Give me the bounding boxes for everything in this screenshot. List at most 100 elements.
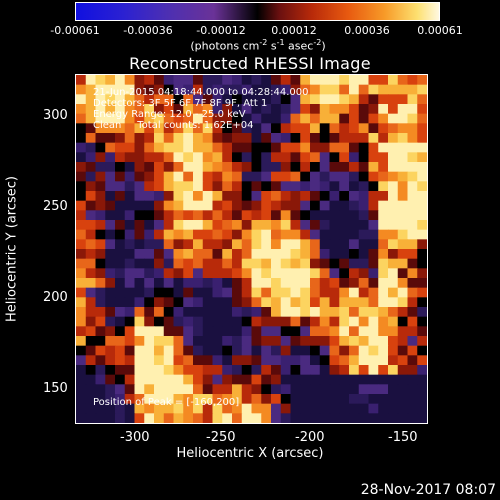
heat-cell	[95, 316, 106, 327]
heat-cell	[144, 181, 155, 192]
heat-cell	[144, 171, 155, 182]
heat-cell	[378, 413, 389, 423]
heat-cell	[368, 84, 379, 95]
heat-cell	[271, 345, 282, 356]
heat-cell	[417, 278, 427, 289]
heat-cell	[222, 84, 233, 95]
heat-cell	[368, 336, 379, 347]
heat-cell	[339, 268, 350, 279]
heat-cell	[163, 297, 175, 308]
heat-cell	[310, 84, 321, 95]
heat-cell	[115, 297, 126, 308]
heat-cell	[261, 220, 272, 231]
heat-cell	[261, 210, 272, 221]
heat-cell	[290, 210, 301, 221]
heat-cell	[319, 316, 331, 327]
heat-cell	[212, 84, 223, 95]
heat-cell	[300, 394, 311, 405]
heat-cell	[202, 181, 214, 192]
heat-cell	[163, 326, 175, 337]
heat-cell	[290, 365, 301, 376]
heat-cell	[134, 336, 145, 347]
heat-cell	[202, 316, 214, 327]
heat-cell	[368, 113, 379, 124]
heat-cell	[349, 345, 360, 356]
heat-cell	[85, 75, 97, 86]
heat-cell	[202, 413, 214, 423]
heat-cell	[329, 94, 340, 105]
heat-cell	[329, 394, 340, 405]
heat-cell	[368, 413, 379, 423]
heat-cell	[183, 403, 194, 414]
heat-cell	[261, 171, 272, 182]
heat-cell	[271, 394, 282, 405]
heat-cell	[339, 220, 350, 231]
heat-cell	[280, 191, 292, 202]
heat-cell	[290, 403, 301, 414]
heat-cell	[124, 258, 136, 269]
heat-cell	[173, 345, 184, 356]
heat-cell	[76, 123, 87, 134]
heat-cell	[134, 403, 145, 414]
heat-cell	[154, 162, 165, 173]
heat-cell	[232, 278, 243, 289]
heat-cell	[339, 104, 350, 115]
heat-cell	[105, 220, 116, 231]
clean-counts-label: Clean Total counts: 1.62E+04	[93, 120, 254, 131]
colorbar-units: (photons cm-2 s-1 asec-2)	[190, 38, 326, 53]
heat-cell	[300, 75, 311, 86]
heat-cell	[193, 162, 204, 173]
heat-cell	[280, 239, 292, 250]
heat-cell	[251, 200, 262, 211]
heat-cell	[76, 171, 87, 182]
heat-cell	[85, 326, 97, 337]
heat-cell	[417, 152, 427, 163]
heat-cell	[134, 326, 145, 337]
heat-cell	[417, 365, 427, 376]
heat-cell	[417, 345, 427, 356]
heat-cell	[76, 297, 87, 308]
heat-cell	[154, 345, 165, 356]
heat-cell	[339, 365, 350, 376]
heat-cell	[368, 171, 379, 182]
heat-cell	[310, 210, 321, 221]
heat-cell	[251, 171, 262, 182]
heat-cell	[300, 152, 311, 163]
heat-cell	[183, 287, 194, 298]
heat-cell	[115, 133, 126, 144]
heat-cell	[251, 384, 262, 395]
heat-cell	[85, 345, 97, 356]
heat-cell	[368, 374, 379, 385]
heat-cell	[251, 403, 262, 414]
heat-cell	[349, 374, 360, 385]
heat-cell	[417, 239, 427, 250]
heat-cell	[154, 123, 165, 134]
heat-cell	[241, 297, 253, 308]
heat-cell	[397, 413, 409, 423]
heat-cell	[300, 403, 311, 414]
heat-cell	[368, 355, 379, 366]
heat-cell	[163, 181, 175, 192]
heat-cell	[85, 152, 97, 163]
heat-cell	[173, 200, 184, 211]
heat-cell	[329, 278, 340, 289]
heat-cell	[212, 200, 223, 211]
heat-cell	[251, 249, 262, 260]
heat-cell	[212, 181, 223, 192]
heat-cell	[124, 133, 136, 144]
heat-cell	[76, 142, 87, 153]
heat-cell	[134, 133, 145, 144]
heat-cell	[407, 239, 418, 250]
heat-cell	[417, 104, 427, 115]
heat-cell	[261, 181, 272, 192]
heat-cell	[397, 152, 409, 163]
heat-cell	[95, 278, 106, 289]
heat-cell	[193, 413, 204, 423]
heat-cell	[329, 200, 340, 211]
heat-cell	[319, 171, 331, 182]
heat-cell	[388, 268, 399, 279]
heat-cell	[232, 113, 243, 124]
colorbar-tick-label: -0.00012	[196, 24, 246, 37]
heat-cell	[183, 220, 194, 231]
heat-cell	[232, 355, 243, 366]
